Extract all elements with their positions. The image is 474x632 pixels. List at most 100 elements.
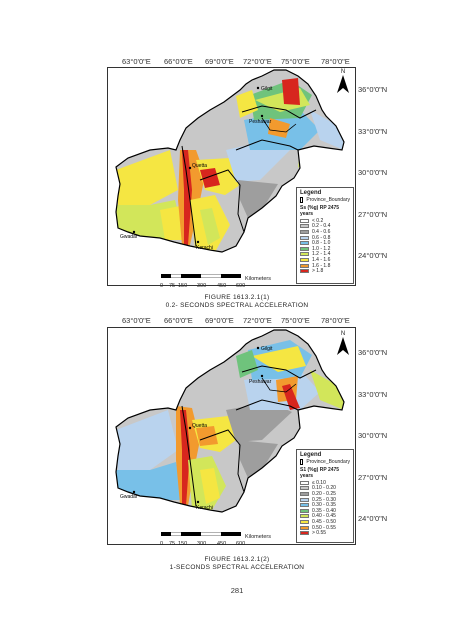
legend-item-label: 0.8 - 1.0 bbox=[312, 240, 331, 247]
legend-item: 0.30 - 0.35 bbox=[300, 502, 350, 508]
legend-item-label: 1.4 - 1.6 bbox=[312, 256, 331, 263]
lon-label: 69°0'0"E bbox=[205, 316, 234, 325]
lon-label: 63°0'0"E bbox=[122, 316, 151, 325]
legend: Legend Province_Boundary S1 (%g) RP 2475… bbox=[296, 449, 354, 543]
boundary-label: Province_Boundary bbox=[306, 459, 350, 465]
legend-item: > 1.8 bbox=[300, 268, 350, 274]
legend-items: ≤ 0.10 0.10 - 0.20 0.20 - 0.25 0.25 - 0.… bbox=[300, 480, 350, 536]
legend-item-label: 1.6 - 1.8 bbox=[312, 262, 331, 269]
legend-item-label: 1.2 - 1.4 bbox=[312, 251, 331, 258]
north-arrow-icon: N bbox=[336, 69, 350, 100]
scale-tick: 300 bbox=[197, 541, 207, 547]
scale-bar: 0 75 150 300 450 600 Kilometers bbox=[160, 523, 271, 548]
lat-label: 27°0'0"N bbox=[358, 210, 388, 219]
north-label: N bbox=[340, 69, 346, 75]
legend-subtitle: S1 (%g) RP 2475 years bbox=[300, 467, 340, 479]
scale-tick: 0 bbox=[160, 541, 164, 547]
legend-swatch bbox=[300, 229, 309, 234]
legend-swatch bbox=[300, 224, 309, 229]
lat-label: 30°0'0"N bbox=[358, 168, 388, 177]
scale-tick: 0 bbox=[160, 283, 164, 289]
lat-label: 27°0'0"N bbox=[358, 473, 388, 482]
figure-caption: FIGURE 1613.2.1(2) 1-SECONDS SPECTRAL AC… bbox=[0, 556, 474, 572]
lat-label: 30°0'0"N bbox=[358, 431, 388, 440]
city-label: Peshawar bbox=[249, 379, 272, 385]
lat-label: 24°0'0"N bbox=[358, 251, 388, 260]
scale-tick: 450 bbox=[217, 283, 227, 289]
legend-item: 1.0 - 1.2 bbox=[300, 246, 350, 252]
legend-swatch bbox=[300, 503, 309, 508]
hazard-map: Gilgit Peshawar Quetta Karachi Gwadar bbox=[115, 329, 345, 513]
legend-swatch bbox=[300, 480, 309, 485]
legend-swatch bbox=[300, 491, 309, 496]
scale-tick: 75 bbox=[169, 283, 176, 289]
scale-bar-graphic bbox=[160, 531, 242, 537]
legend-item-label: 0.50 - 0.55 bbox=[312, 524, 336, 531]
legend-title: Legend bbox=[300, 190, 322, 196]
legend-items: < 0.2 0.2 - 0.4 0.4 - 0.6 0.6 - 0.8 0.8 … bbox=[300, 218, 350, 274]
boundary-swatch bbox=[300, 197, 304, 203]
legend-item: ≤ 0.10 bbox=[300, 480, 350, 486]
lon-label: 75°0'0"E bbox=[281, 57, 310, 66]
scale-tick: 75 bbox=[169, 541, 176, 547]
legend-swatch bbox=[300, 218, 309, 223]
legend-swatch bbox=[300, 269, 309, 274]
scale-tick: 600 bbox=[236, 541, 246, 547]
legend-item: 0.4 - 0.6 bbox=[300, 229, 350, 235]
legend-item: 0.2 - 0.4 bbox=[300, 223, 350, 229]
legend-swatch bbox=[300, 257, 309, 262]
lat-label: 36°0'0"N bbox=[358, 348, 388, 357]
lat-label: 33°0'0"N bbox=[358, 390, 388, 399]
legend-boundary-entry: Province_Boundary bbox=[300, 459, 350, 465]
lon-label: 75°0'0"E bbox=[281, 316, 310, 325]
lon-label: 63°0'0"E bbox=[122, 57, 151, 66]
figure-caption: FIGURE 1613.2.1(1) 0.2- SECONDS SPECTRAL… bbox=[0, 294, 474, 310]
legend-swatch bbox=[300, 508, 309, 513]
lat-label: 24°0'0"N bbox=[358, 514, 388, 523]
legend: Legend Province_Boundary Ss (%g) RP 2475… bbox=[296, 187, 354, 284]
legend-item: 0.50 - 0.55 bbox=[300, 525, 350, 531]
north-label: N bbox=[340, 331, 346, 337]
legend-swatch bbox=[300, 241, 309, 246]
legend-item: 0.45 - 0.50 bbox=[300, 519, 350, 525]
legend-item-label: 0.10 - 0.20 bbox=[312, 485, 336, 492]
city-label: Peshawar bbox=[249, 119, 272, 125]
lon-label: 66°0'0"E bbox=[164, 316, 193, 325]
page-number: 281 bbox=[230, 586, 244, 595]
lon-label: 78°0'0"E bbox=[321, 57, 350, 66]
lon-label: 72°0'0"E bbox=[243, 316, 272, 325]
legend-item-label: 0.6 - 0.8 bbox=[312, 234, 331, 241]
legend-swatch bbox=[300, 235, 309, 240]
caption-line-2: 0.2- SECONDS SPECTRAL ACCELERATION bbox=[165, 302, 309, 309]
legend-item-label: > 0.55 bbox=[312, 530, 327, 537]
legend-item: 0.10 - 0.20 bbox=[300, 485, 350, 492]
city-label: Gwadar bbox=[120, 494, 138, 500]
caption-line-2: 1-SECONDS SPECTRAL ACCELERATION bbox=[169, 564, 305, 571]
scale-tick: 300 bbox=[197, 283, 207, 289]
legend-item-label: 0.20 - 0.25 bbox=[312, 490, 336, 497]
legend-swatch bbox=[300, 519, 309, 524]
boundary-label: Province_Boundary bbox=[306, 197, 350, 203]
lon-label: 72°0'0"E bbox=[243, 57, 272, 66]
caption-line-1: FIGURE 1613.2.1(1) bbox=[204, 294, 270, 301]
legend-item-label: ≤ 0.10 bbox=[312, 479, 326, 486]
legend-item: 0.20 - 0.25 bbox=[300, 491, 350, 497]
legend-item-label: 0.40 - 0.45 bbox=[312, 513, 336, 520]
legend-swatch bbox=[300, 514, 309, 519]
legend-item: 0.25 - 0.30 bbox=[300, 497, 350, 503]
legend-item: 1.4 - 1.6 bbox=[300, 257, 350, 263]
scale-labels: 0 75 150 300 450 600 Kilometers bbox=[160, 534, 271, 548]
lat-label: 36°0'0"N bbox=[358, 85, 388, 94]
legend-item-label: 0.35 - 0.40 bbox=[312, 507, 336, 514]
city-label: Gilgit bbox=[261, 86, 273, 92]
legend-item: < 0.2 bbox=[300, 218, 350, 224]
legend-swatch bbox=[300, 246, 309, 251]
legend-item-label: < 0.2 bbox=[312, 217, 324, 224]
scale-unit: Kilometers bbox=[245, 276, 271, 282]
lon-label: 69°0'0"E bbox=[205, 57, 234, 66]
legend-item-label: 0.30 - 0.35 bbox=[312, 502, 336, 509]
legend-item: 0.40 - 0.45 bbox=[300, 513, 350, 520]
legend-swatch bbox=[300, 263, 309, 268]
figure-1: 63°0'0"E 66°0'0"E 69°0'0"E 72°0'0"E 75°0… bbox=[0, 57, 474, 310]
